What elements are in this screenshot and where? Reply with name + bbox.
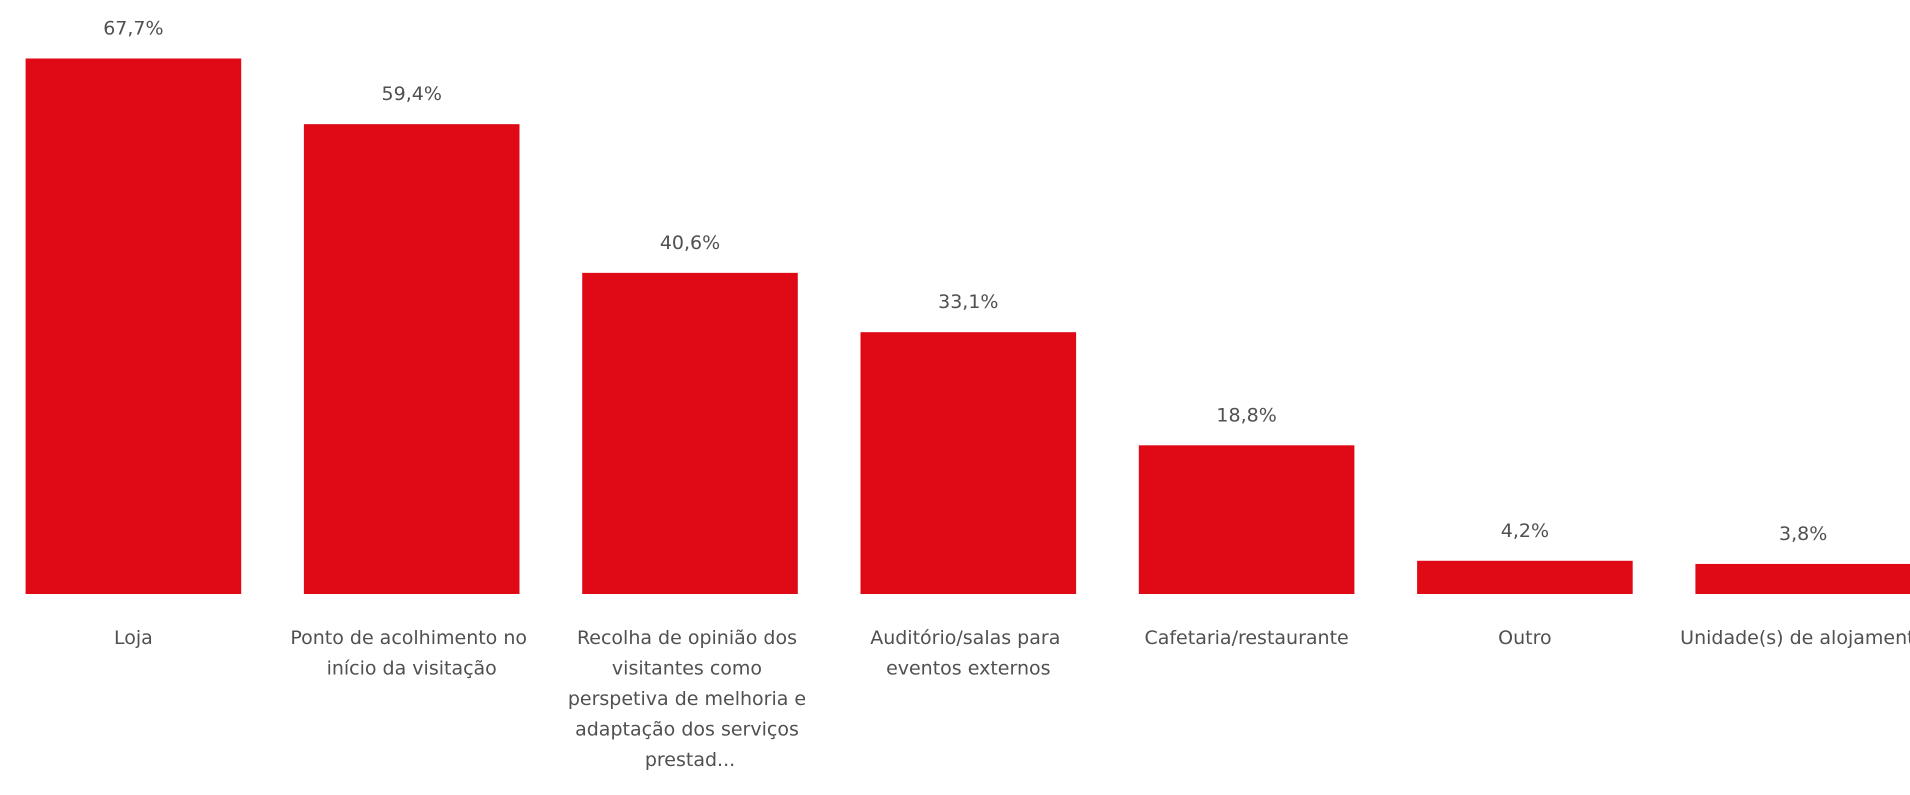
- bar: [582, 272, 798, 594]
- value-label: 18,8%: [1216, 404, 1276, 426]
- bar: [25, 58, 242, 594]
- value-label: 3,8%: [1779, 523, 1827, 545]
- bar: [1417, 560, 1633, 594]
- x-tick-label: Auditório/salas para eventos externos: [870, 627, 1066, 680]
- value-label: 40,6%: [660, 232, 720, 254]
- bar: [1695, 563, 1910, 594]
- value-label: 4,2%: [1501, 520, 1549, 542]
- x-tick-label: Unidade(s) de alojamento: [1680, 627, 1910, 649]
- bar: [303, 124, 520, 594]
- value-label: 33,1%: [938, 291, 998, 313]
- x-tick-label: Recolha de opinião dos visitantes como p…: [568, 627, 812, 771]
- x-tick-label: Outro: [1498, 627, 1551, 649]
- bar: [860, 332, 1077, 594]
- bar: [1138, 445, 1355, 594]
- value-label: 67,7%: [103, 18, 163, 40]
- x-tick-label: Loja: [114, 627, 153, 649]
- value-label: 59,4%: [382, 83, 442, 105]
- x-tick-label: Cafetaria/restaurante: [1144, 627, 1348, 649]
- x-tick-label: Ponto de acolhimento no início da visita…: [290, 627, 533, 680]
